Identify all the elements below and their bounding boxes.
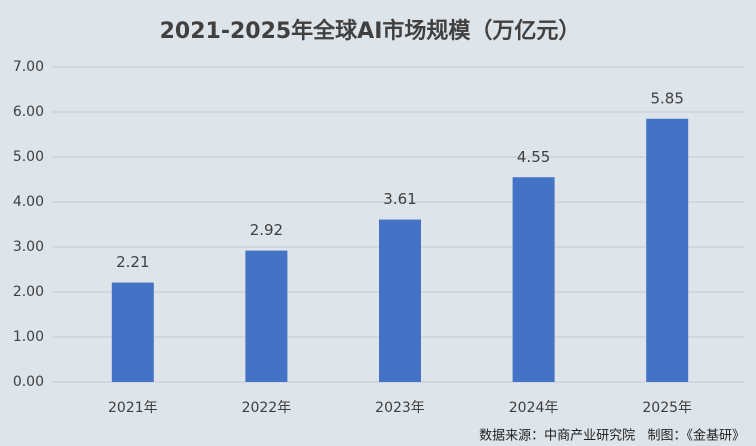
y-tick-label: 1.00: [13, 329, 44, 345]
y-tick-label: 5.00: [13, 149, 44, 165]
bar: [379, 219, 421, 382]
x-tick-label: 2025年: [642, 400, 692, 416]
y-tick-label: 0.00: [13, 374, 44, 390]
x-tick-label: 2022年: [242, 400, 292, 416]
bar: [111, 282, 154, 382]
y-tick-label: 2.00: [13, 284, 44, 300]
bar: [512, 177, 555, 382]
data-label: 4.55: [517, 148, 550, 166]
data-label: 5.85: [650, 89, 683, 107]
bar: [646, 118, 689, 382]
data-label: 2.92: [250, 221, 283, 239]
bar: [245, 250, 288, 382]
data-label: 3.61: [383, 190, 416, 208]
y-tick-label: 3.00: [13, 239, 44, 255]
y-tick-label: 6.00: [13, 104, 44, 120]
y-tick-label: 4.00: [13, 194, 44, 210]
x-tick-label: 2023年: [375, 400, 425, 416]
chart-title: 2021-2025年全球AI市场规模（万亿元）: [160, 18, 581, 44]
x-tick-label: 2021年: [108, 400, 158, 416]
data-label: 2.21: [116, 253, 149, 271]
y-tick-label: 7.00: [13, 59, 44, 75]
source-note: 数据来源：中商产业研究院 制图：《金基研》: [479, 428, 745, 444]
x-tick-label: 2024年: [509, 400, 559, 416]
